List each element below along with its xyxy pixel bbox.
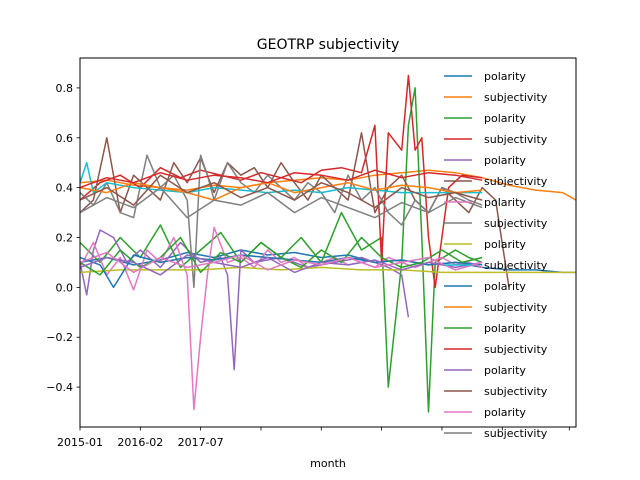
legend-label-13: polarity [484, 322, 526, 335]
legend-label-9: polarity [484, 238, 526, 251]
series-line-4-subjectivity [80, 74, 483, 289]
legend-label-4: subjectivity [484, 133, 548, 146]
x-tick-label: 2015-01 [57, 436, 103, 449]
x-axis: 2015-01 2016-02 2017-07 [57, 427, 570, 449]
legend-label-15: polarity [484, 364, 526, 377]
y-tick-label: 0.4 [56, 182, 74, 195]
legend: polarity subjectivity polarity subjectivity… [444, 70, 548, 440]
legend-label-16: subjectivity [484, 385, 548, 398]
series-line-17-polarity [80, 251, 483, 274]
legend-label-1: polarity [484, 70, 526, 83]
legend-label-12: subjectivity [484, 301, 548, 314]
series-line-3-polarity [80, 87, 483, 413]
y-tick-label: −0.4 [46, 381, 73, 394]
axes-frame [79, 57, 577, 428]
legend-label-2: subjectivity [484, 91, 548, 104]
series-line-16-subjectivity [80, 174, 483, 209]
series-line-5-polarity [80, 229, 410, 371]
series-line-8-subjectivity [80, 154, 483, 289]
legend-label-7: polarity [484, 196, 526, 209]
legend-label-14: subjectivity [484, 343, 548, 356]
x-tick-label: 2017-07 [178, 436, 224, 449]
y-tick-label: 0.2 [56, 232, 74, 245]
legend-label-3: polarity [484, 112, 526, 125]
legend-label-11: polarity [484, 280, 526, 293]
series-line-12-subjectivity [80, 181, 483, 201]
series-layer [80, 74, 576, 413]
series-line-14-subjectivity [80, 169, 483, 189]
series-line-18-subjectivity [80, 186, 483, 219]
legend-label-10: subjectivity [484, 259, 548, 272]
legend-label-18: subjectivity [484, 427, 548, 440]
y-tick-label: 0.6 [56, 132, 74, 145]
legend-label-6: subjectivity [484, 175, 548, 188]
x-axis-label: month [310, 457, 346, 470]
legend-label-8: subjectivity [484, 217, 548, 230]
series-line-10-subjectivity [80, 161, 483, 194]
y-axis: −0.4 −0.2 0.0 0.2 0.4 0.6 0.8 [46, 82, 80, 394]
chart-title: GEOTRP subjectivity [257, 37, 399, 53]
y-tick-label: −0.2 [46, 331, 73, 344]
legend-label-17: polarity [484, 406, 526, 419]
y-tick-label: 0.0 [56, 281, 74, 294]
x-tick-label: 2016-02 [117, 436, 163, 449]
legend-label-5: polarity [484, 154, 526, 167]
y-tick-label: 0.8 [56, 82, 74, 95]
